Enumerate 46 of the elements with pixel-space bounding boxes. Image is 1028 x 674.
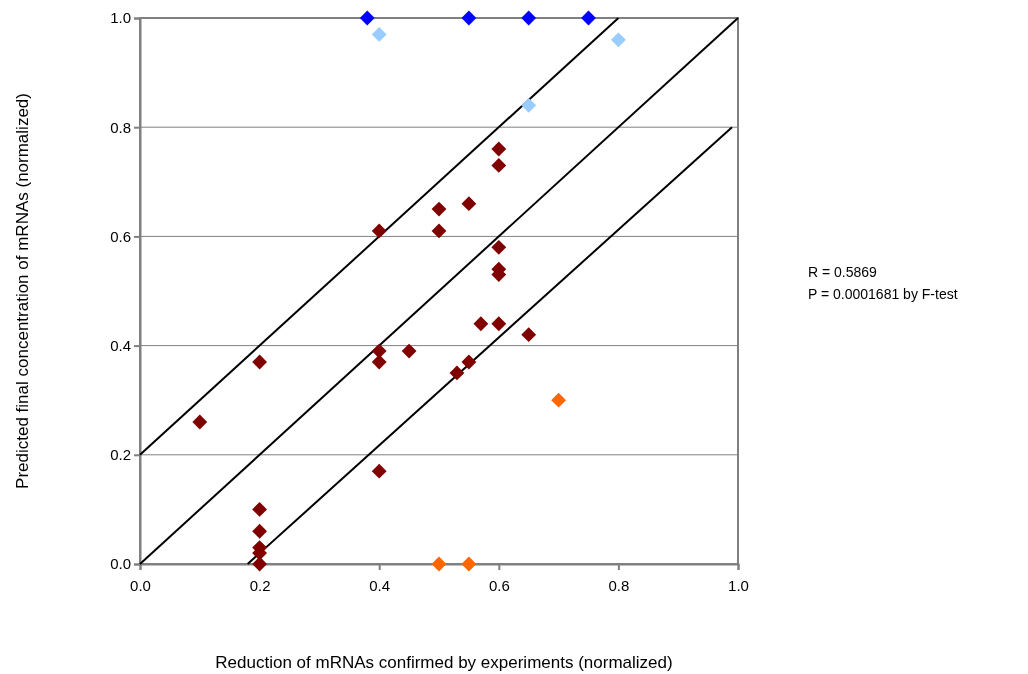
point [371, 26, 387, 42]
point [491, 141, 507, 157]
point [521, 97, 537, 113]
point [371, 463, 387, 479]
y-tick-label: 0.0 [110, 555, 131, 573]
text: P = 0.0001681 by F-test [808, 286, 958, 302]
point [252, 354, 268, 370]
point [401, 343, 417, 359]
point [473, 316, 489, 332]
point [461, 196, 477, 212]
point [551, 392, 567, 408]
point [521, 327, 537, 343]
point [431, 223, 447, 239]
y-axis-title: Predicted final concentration of mRNAs (normalized) [13, 93, 32, 489]
point [252, 556, 268, 572]
point [371, 354, 387, 370]
text: R = 0.5869 [808, 264, 878, 280]
point [449, 365, 465, 381]
point [359, 10, 375, 26]
x-tick-label: 0.4 [369, 577, 391, 594]
point [431, 556, 447, 572]
y-tick-label: 0.2 [110, 446, 131, 464]
point [252, 523, 268, 539]
x-tick-label: 1.0 [728, 577, 749, 594]
point [461, 354, 477, 370]
point [461, 556, 477, 572]
point [461, 10, 477, 26]
point [192, 414, 208, 430]
x-tick-label: 0.8 [608, 577, 630, 594]
point [491, 316, 507, 332]
point [431, 201, 447, 217]
x-tick-label: 0.6 [488, 577, 510, 594]
point [371, 223, 387, 239]
point [610, 32, 626, 48]
x-tick-label: 0.2 [249, 577, 271, 594]
y-tick-label: 0.8 [110, 118, 131, 136]
point [371, 343, 387, 359]
y-tick-label: 1.0 [110, 9, 131, 27]
point [491, 239, 507, 255]
x-tick-label: 0.0 [130, 577, 151, 594]
point [521, 10, 537, 26]
x-axis-title: Reduction of mRNAs confirmed by experiments (normalized) [215, 653, 673, 672]
point [252, 501, 268, 517]
y-tick-label: 0.6 [110, 227, 131, 245]
point [491, 158, 507, 173]
y-tick-label: 0.4 [110, 336, 131, 354]
